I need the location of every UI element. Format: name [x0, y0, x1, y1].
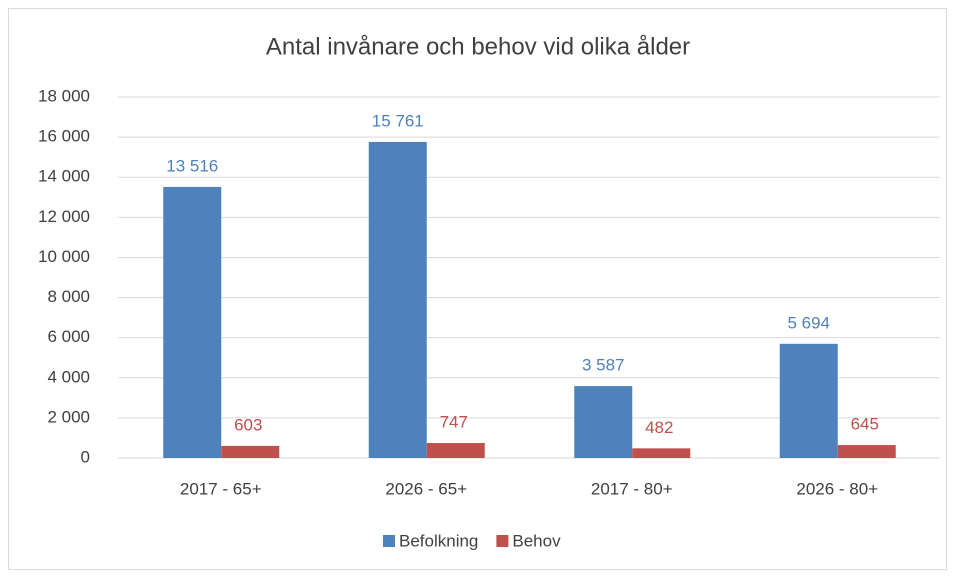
bar — [574, 386, 633, 458]
value-label: 3 587 — [582, 356, 625, 375]
x-tick-label: 2026 - 80+ — [796, 479, 878, 498]
y-tick-label: 4 000 — [47, 367, 90, 386]
value-label: 747 — [440, 413, 468, 432]
y-tick-label: 8 000 — [47, 287, 90, 306]
y-tick-label: 18 000 — [38, 86, 90, 105]
value-label: 482 — [645, 418, 673, 437]
y-tick-label: 10 000 — [38, 247, 90, 266]
value-label: 13 516 — [166, 156, 218, 175]
legend-swatch — [383, 535, 395, 547]
bar — [368, 141, 427, 458]
value-label: 645 — [851, 415, 879, 434]
bar — [632, 448, 691, 458]
chart-title: Antal invånare och behov vid olika ålder — [266, 33, 690, 60]
bar — [221, 445, 280, 458]
bar — [779, 343, 838, 458]
y-tick-label: 0 — [81, 447, 90, 466]
value-label: 15 761 — [372, 111, 424, 130]
legend-label: Befolkning — [399, 531, 478, 550]
value-label: 5 694 — [787, 313, 830, 332]
legend-swatch — [496, 535, 509, 547]
y-tick-label: 14 000 — [38, 167, 90, 186]
x-tick-label: 2017 - 80+ — [591, 479, 673, 498]
value-label: 603 — [234, 415, 262, 434]
legend-label: Behov — [512, 531, 561, 550]
x-tick-label: 2017 - 65+ — [180, 479, 262, 498]
x-tick-label: 2026 - 65+ — [385, 479, 467, 498]
bar — [426, 443, 485, 458]
bar — [163, 186, 222, 458]
y-tick-label: 12 000 — [38, 207, 90, 226]
y-tick-label: 6 000 — [47, 327, 90, 346]
y-tick-label: 16 000 — [38, 127, 90, 146]
bar — [837, 445, 896, 458]
y-tick-label: 2 000 — [47, 407, 90, 426]
